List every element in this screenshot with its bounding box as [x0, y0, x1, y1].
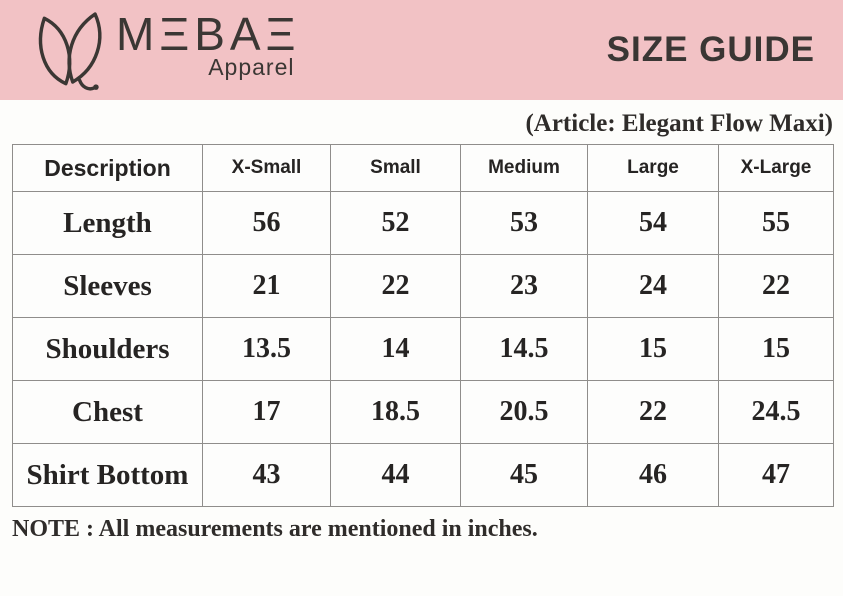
measurements-note: NOTE : All measurements are mentioned in… — [12, 516, 538, 542]
table-cell: 14 — [330, 317, 461, 381]
leaf-logo-icon — [28, 5, 114, 97]
table-cell: 55 — [718, 191, 834, 255]
column-header-large: Large — [587, 144, 719, 192]
table-cell: 43 — [202, 443, 331, 507]
table-cell: 17 — [202, 380, 331, 444]
table-cell: 13.5 — [202, 317, 331, 381]
row-label: Shirt Bottom — [12, 443, 203, 507]
table-cell: 53 — [460, 191, 588, 255]
table-row-length: Length 56 52 53 54 55 — [12, 191, 834, 255]
table-cell: 22 — [587, 380, 719, 444]
table-cell: 22 — [330, 254, 461, 318]
table-cell: 45 — [460, 443, 588, 507]
table-cell: 47 — [718, 443, 834, 507]
page-title: SIZE GUIDE — [606, 30, 815, 69]
column-header-xsmall: X-Small — [202, 144, 331, 192]
table-cell: 15 — [587, 317, 719, 381]
row-label: Chest — [12, 380, 203, 444]
table-cell: 18.5 — [330, 380, 461, 444]
table-row-shirt-bottom: Shirt Bottom 43 44 45 46 47 — [12, 443, 834, 507]
size-table: Description X-Small Small Medium Large X… — [12, 144, 834, 507]
column-header-medium: Medium — [460, 144, 588, 192]
table-cell: 24 — [587, 254, 719, 318]
column-header-small: Small — [330, 144, 461, 192]
table-header-row: Description X-Small Small Medium Large X… — [12, 144, 834, 192]
table-cell: 44 — [330, 443, 461, 507]
table-row-chest: Chest 17 18.5 20.5 22 24.5 — [12, 380, 834, 444]
row-label: Sleeves — [12, 254, 203, 318]
row-label: Shoulders — [12, 317, 203, 381]
column-header-xlarge: X-Large — [718, 144, 834, 192]
column-header-description: Description — [12, 144, 203, 192]
table-cell: 54 — [587, 191, 719, 255]
article-label: (Article: Elegant Flow Maxi) — [525, 110, 833, 137]
table-cell: 56 — [202, 191, 331, 255]
table-cell: 15 — [718, 317, 834, 381]
table-cell: 46 — [587, 443, 719, 507]
table-row-sleeves: Sleeves 21 22 23 24 22 — [12, 254, 834, 318]
table-cell: 24.5 — [718, 380, 834, 444]
table-cell: 52 — [330, 191, 461, 255]
table-row-shoulders: Shoulders 13.5 14 14.5 15 15 — [12, 317, 834, 381]
table-cell: 23 — [460, 254, 588, 318]
row-label: Length — [12, 191, 203, 255]
table-cell: 14.5 — [460, 317, 588, 381]
brand-text: MΞBAΞ Apparel — [116, 11, 300, 80]
brand-subtitle: Apparel — [208, 54, 295, 80]
table-cell: 21 — [202, 254, 331, 318]
table-cell: 22 — [718, 254, 834, 318]
table-cell: 20.5 — [460, 380, 588, 444]
brand-band: MΞBAΞ Apparel SIZE GUIDE — [0, 0, 843, 100]
brand-wordmark: MΞBAΞ — [116, 8, 301, 60]
brand-logo: MΞBAΞ Apparel — [0, 3, 300, 97]
